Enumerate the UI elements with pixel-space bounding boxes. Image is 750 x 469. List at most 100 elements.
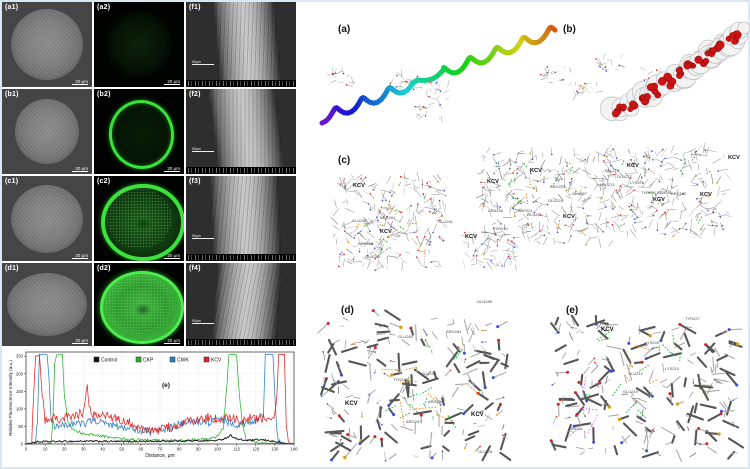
scale-label: 20 μm: [167, 253, 180, 258]
binding-site-sphere: [627, 106, 634, 113]
residue-label: SER186: [657, 190, 673, 195]
legend-label: CWK: [177, 357, 189, 363]
residue-label: ASN231: [568, 426, 584, 431]
kcv-label: KCV: [353, 183, 365, 189]
panel-b-surface: [599, 21, 750, 122]
x-axis-label: Distance, μm: [145, 453, 174, 459]
residue-label: GLN288: [365, 254, 381, 259]
scale-label: 20 μm: [167, 338, 180, 343]
residue-label: GLU227: [572, 191, 588, 196]
residue-label: TYR227: [685, 316, 700, 321]
scale-bar-line: [192, 323, 214, 324]
free-peptide-sticks: [595, 53, 626, 72]
free-peptide-sticks: [414, 98, 443, 123]
panel-label: (a2): [97, 4, 111, 11]
panel-c-docking: GLU285 ARG261 GLU251 ARG265 GLN288 ASN226 ASP2…: [330, 142, 740, 272]
panel-d2: (d2) 20 μm: [94, 263, 184, 346]
interaction-dashes: [495, 162, 574, 231]
panel-b1: (b1) 20 μm: [2, 89, 92, 174]
x-tick-label: 90: [196, 447, 201, 452]
binding-site-sphere: [702, 58, 710, 65]
scale-bar: 20 μm: [164, 253, 180, 259]
scale-bar-line: [192, 238, 214, 239]
panel-e-interactions: TYR227 LYS209 LYS210 GLU212 GLU219 ASN231 KCV: [549, 314, 745, 463]
scale-bar-line: [164, 258, 180, 259]
free-peptide-sticks: [395, 69, 426, 90]
interaction-dashes: [383, 344, 462, 429]
chart-svg: 0 10 20 30 40 50 60 70 80 90 100 110 120 130 140 0 50 100…: [8, 351, 299, 459]
panel-a2: (a2) 20 μm: [94, 2, 184, 87]
cross-section-texture: [10, 275, 84, 334]
legend-swatch: [135, 356, 142, 363]
legend-label: KCV: [211, 357, 222, 363]
binding-site-sphere: [694, 55, 703, 64]
kcv-label: KCV: [728, 155, 740, 161]
residue-label: ARG257: [406, 419, 422, 424]
residue-label: ARG256: [428, 399, 444, 404]
legend-label: Control: [101, 357, 117, 363]
thick-sticks: [317, 309, 512, 462]
sem-scale-bar: 50μm: [192, 234, 214, 239]
residue-label: ASP221: [518, 208, 533, 213]
interaction-dashes: [381, 366, 480, 426]
medulla-dark-spot: [133, 216, 152, 231]
kcv-label: KCV: [653, 197, 665, 203]
cuticle-texture: [211, 263, 282, 346]
x-tick-label: 120: [252, 447, 260, 452]
panel-label: (f2): [189, 91, 201, 98]
y-axis-label: Relative Fluorescence Intensity (a.u.): [8, 360, 13, 436]
residue-label: TYR230: [493, 226, 508, 231]
x-tick-label: 140: [291, 447, 299, 452]
residue-label: LYS206: [630, 180, 645, 185]
interaction-dashes: [355, 205, 426, 259]
sem-metadata-text: [188, 255, 294, 260]
residue-label: GLN288: [477, 299, 493, 304]
scale-bar-line: [72, 343, 88, 344]
chart-panel-label: (e): [162, 382, 170, 389]
scale-label: 20 μm: [167, 79, 180, 84]
binding-site-sphere: [731, 38, 738, 45]
residue-label: LEU213: [600, 182, 615, 187]
panel-label: (e): [566, 305, 578, 316]
hair-fiber-sem: [211, 263, 282, 346]
y-tick-label: 250: [16, 354, 24, 359]
legend-swatch: [169, 356, 176, 363]
panel-label: (d2): [97, 265, 111, 272]
sem-metadata-text: [188, 340, 294, 345]
sem-scale-label: 50μm: [192, 234, 201, 238]
hydrogen-whiskers: [551, 319, 739, 458]
hair-cross-section: [11, 8, 83, 81]
cuticle-texture: [207, 89, 286, 174]
residue-label: ARG192: [671, 191, 687, 196]
free-peptide-sticks: [572, 81, 603, 101]
scale-bar-line: [72, 84, 88, 85]
x-tick-label: 70: [158, 447, 163, 452]
residue-label: ARG261: [380, 215, 396, 220]
hydrogen-whiskers: [320, 317, 508, 462]
fluorescence-cross-section: [105, 96, 179, 173]
cluster-left: [330, 171, 449, 272]
kcv-label: KCV: [601, 327, 614, 333]
sem-info-bar: [186, 254, 296, 261]
interaction-dashes: [624, 345, 658, 385]
kcv-label: KCV: [563, 214, 575, 220]
residue-label: GLU251: [478, 449, 494, 454]
residue-label: GLU285: [352, 218, 368, 223]
y-tick-label: 0: [21, 442, 24, 447]
panel-d-interactions: GLN288 GLU283 ARG284 GLU251 TYR230 ARG256 ARG2…: [317, 299, 512, 462]
cluster-middle: [476, 146, 614, 249]
molecular-root: GLU285 ARG261 GLU251 ARG265 GLN288 ASN226 ASP2…: [317, 21, 750, 463]
hair-fiber-sem: [212, 2, 282, 87]
panel-a-helix: [319, 24, 667, 126]
binding-site-sphere: [710, 47, 718, 54]
panel-label: (f4): [189, 265, 201, 272]
residue-label: LYS210: [665, 366, 680, 371]
x-tick-label: 0: [25, 447, 28, 452]
residue-label: VAL215: [605, 168, 620, 173]
free-peptide-sticks: [326, 67, 356, 87]
scale-bar-line: [72, 171, 88, 172]
scale-bar-line: [164, 343, 180, 344]
panel-f1: (f1) 50μm: [186, 2, 296, 87]
cluster-middle-tail: [461, 227, 518, 271]
sem-info-bar: [186, 167, 296, 174]
